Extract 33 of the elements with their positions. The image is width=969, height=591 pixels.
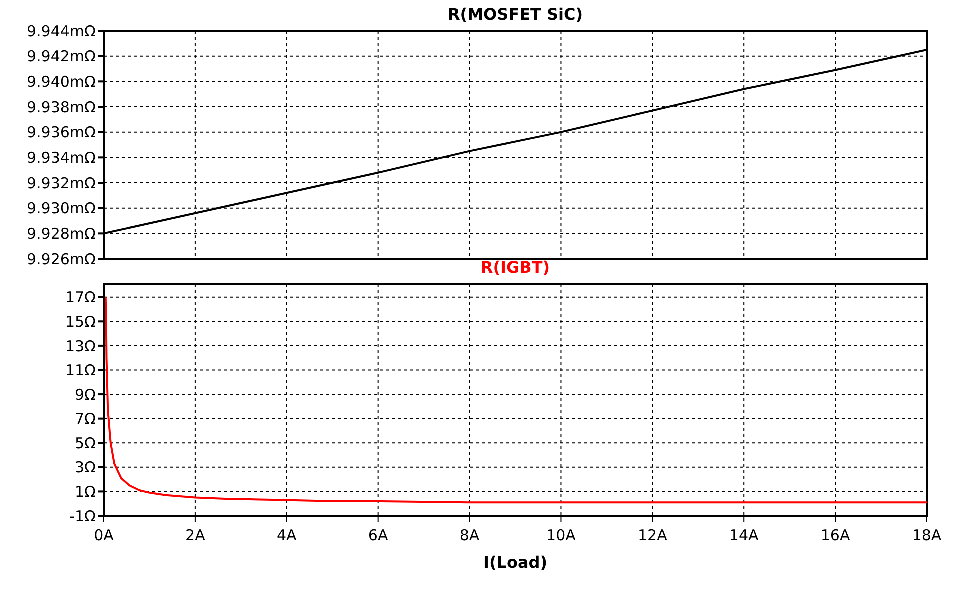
y-tick-label: 9.936mΩ	[26, 124, 96, 142]
y-tick-label: 17Ω	[65, 288, 96, 307]
y-tick-label: 9.942mΩ	[26, 48, 96, 66]
y-tick-label: 9Ω	[74, 386, 96, 404]
y-tick-label: 3Ω	[74, 458, 96, 477]
y-tick-label: 9.932mΩ	[26, 174, 96, 192]
y-tick-label: 9.934mΩ	[26, 148, 96, 167]
y-tick-label: 15Ω	[65, 312, 96, 331]
y-tick-label: 9.928mΩ	[26, 224, 96, 243]
y-tick-label: -1Ω	[70, 507, 96, 526]
y-tick-label: 7Ω	[74, 410, 96, 428]
x-tick-label: 18A	[912, 526, 942, 545]
y-tick-label: 5Ω	[74, 434, 96, 452]
x-tick-label: 14A	[729, 526, 760, 545]
x-tick-label: 16A	[820, 526, 851, 545]
y-tick-label: 9.926mΩ	[26, 250, 96, 268]
y-tick-label: 11Ω	[65, 362, 96, 380]
text: R(IGBT)	[480, 258, 550, 277]
y-tick-label: 9.940mΩ	[26, 72, 96, 91]
x-axis-title: I(Load)	[483, 553, 548, 572]
y-tick-label: 9.944mΩ	[26, 22, 96, 40]
x-tick-label: 8A	[460, 526, 480, 545]
y-tick-label: 9.938mΩ	[26, 98, 96, 116]
x-tick-label: 6A	[368, 526, 389, 545]
y-tick-label: 13Ω	[65, 337, 96, 356]
x-tick-label: 12A	[638, 526, 668, 545]
x-tick-label: 10A	[546, 526, 577, 545]
x-tick-label: 0A	[94, 526, 115, 545]
y-tick-label: 9.930mΩ	[26, 200, 96, 218]
x-tick-label: 2A	[186, 526, 206, 545]
x-tick-label: 4A	[276, 526, 298, 545]
y-tick-label: 1Ω	[74, 483, 96, 502]
text: R(MOSFET SiC)	[448, 5, 584, 24]
